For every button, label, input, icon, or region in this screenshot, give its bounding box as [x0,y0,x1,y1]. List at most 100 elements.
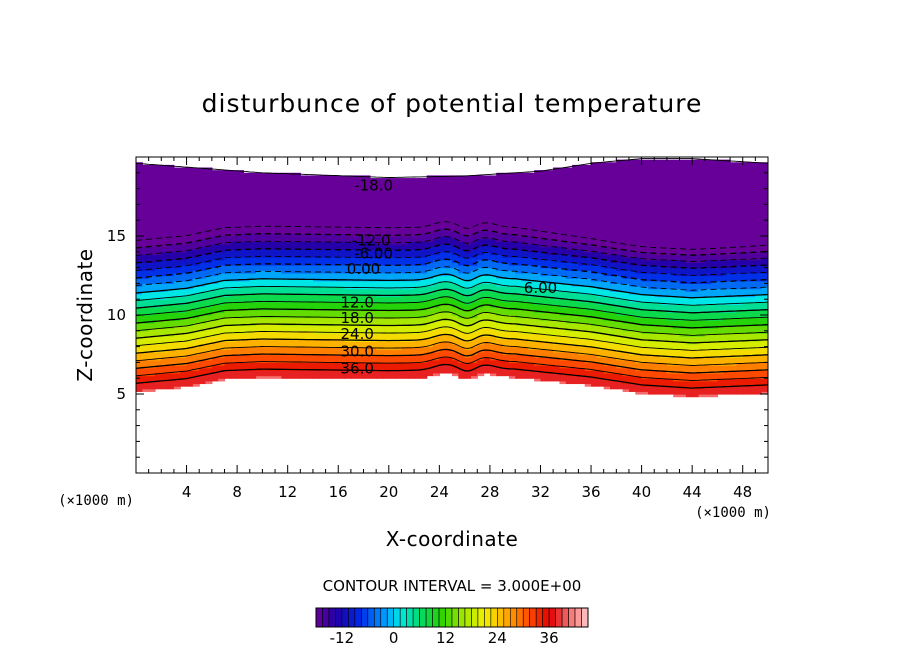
field-cell [369,264,377,269]
field-cell [452,280,459,284]
field-cell [167,267,175,271]
field-cell [426,267,434,271]
field-cell [186,220,194,224]
field-cell [142,270,150,274]
field-cell [502,178,510,182]
field-cell [199,299,207,303]
field-cell [338,185,346,190]
field-cell [243,346,251,350]
field-cell [350,214,358,219]
field-cell [414,217,421,221]
field-cell [230,349,238,353]
field-cell [344,351,352,356]
field-cell [294,228,301,232]
field-cell [262,207,270,211]
field-cell [489,328,497,332]
field-cell [154,270,162,274]
field-cell [325,175,333,179]
field-cell [502,312,510,316]
field-cell [470,199,478,203]
field-cell [199,354,207,358]
field-cell [464,246,472,250]
field-cell [388,367,396,371]
field-cell [477,259,485,263]
field-cell [205,196,213,200]
field-cell [496,180,504,184]
field-cell [281,185,289,190]
field-cell [306,288,314,292]
field-cell [357,207,365,211]
field-cell [527,251,535,256]
field-cell [180,243,188,248]
field-cell [521,246,529,250]
field-cell [161,257,169,261]
field-cell [470,217,478,221]
field-cell [167,370,175,374]
field-cell [205,246,213,250]
field-cell [414,317,421,321]
field-cell [496,307,504,311]
field-cell [414,372,421,377]
field-cell [445,296,453,300]
field-cell [211,328,219,332]
field-cell [224,191,232,195]
field-cell [180,315,188,319]
field-cell [180,367,188,371]
field-cell [205,351,213,356]
field-cell [401,180,409,184]
field-cell [331,193,339,198]
field-cell [154,338,162,342]
field-cell [161,372,169,377]
field-cell [275,207,282,211]
field-cell [325,188,333,192]
field-cell [192,272,200,277]
field-cell [256,338,263,342]
field-cell [344,357,352,361]
field-cell [426,317,434,321]
field-cell [186,351,194,356]
field-cell [319,351,327,356]
field-cell [268,264,276,269]
field-cell [344,238,352,242]
field-cell [426,330,434,335]
field-cell [357,320,365,324]
field-cell [452,193,459,198]
field-cell [275,212,282,216]
field-cell [268,257,276,261]
field-cell [249,349,257,353]
field-cell [508,246,516,250]
field-cell [243,372,251,377]
field-cell [338,238,346,242]
field-cell [224,359,232,363]
field-cell [205,201,213,205]
field-cell [325,320,333,324]
field-cell [464,225,472,229]
field-cell [312,341,320,345]
field-cell [300,320,308,324]
field-cell [534,359,542,363]
field-cell [173,291,181,295]
field-cell [249,233,257,237]
field-cell [489,341,497,345]
field-cell [312,354,320,358]
field-cell [401,254,409,258]
field-cell [218,225,226,229]
field-cell [281,328,289,332]
field-cell [338,304,346,308]
field-cell [477,222,485,227]
field-cell [148,236,156,240]
field-cell [426,254,434,258]
field-cell [224,362,232,366]
field-cell [350,222,358,227]
field-cell [287,341,295,345]
field-cell [249,259,257,263]
field-cell [136,220,143,224]
field-cell [142,183,150,187]
field-cell [186,343,194,348]
field-cell [275,220,282,224]
field-cell [395,288,403,292]
field-cell [294,178,301,182]
field-cell [338,188,346,192]
field-cell [281,291,289,295]
field-cell [508,283,516,287]
